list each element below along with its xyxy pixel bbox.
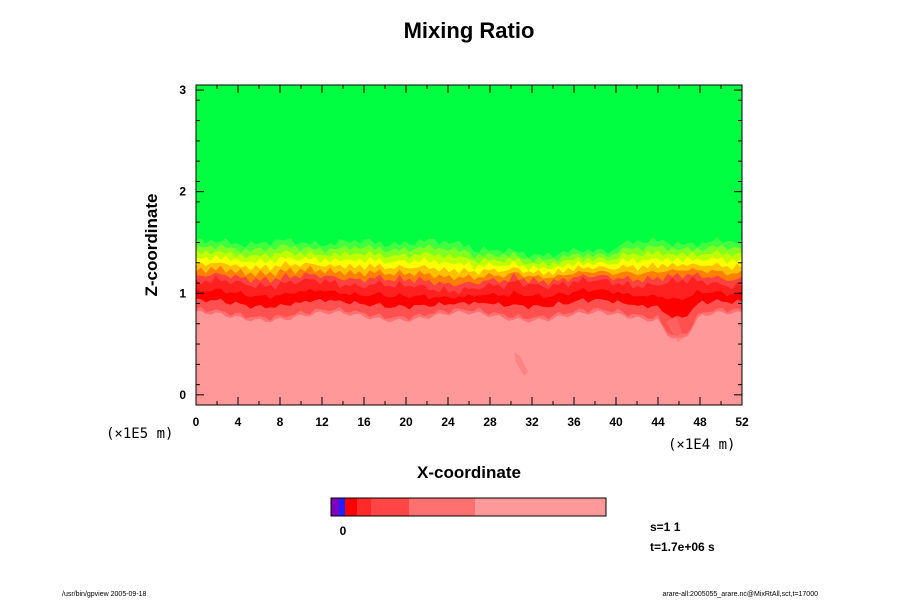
- colorbar-segment-pink: [475, 498, 606, 516]
- x-axis-ticks: [195, 85, 743, 405]
- footer-right: arare-all:2005055_arare.nc@MixRtAll,sct,…: [662, 591, 818, 598]
- x-tick-label: 4: [235, 415, 242, 429]
- y-axis-ticks: [196, 89, 742, 406]
- slice-annotation: s=1 1: [650, 520, 681, 534]
- plot-area: [195, 84, 743, 406]
- colorbar-segment-red-3: [371, 498, 409, 516]
- x-axis-unit: (×1E4 m): [668, 437, 735, 453]
- chart-title: Mixing Ratio: [404, 18, 535, 43]
- colorbar-tick-label: 0: [340, 524, 347, 538]
- x-tick-label: 48: [693, 415, 707, 429]
- lower-streak-left: [514, 352, 528, 376]
- x-tick-label: 40: [609, 415, 623, 429]
- colorbar-segment-red-2: [357, 498, 371, 516]
- x-axis-tick-labels: 0 4 8 12 16 20 24 28 32 36 40 44 48 52: [193, 415, 749, 429]
- x-tick-label: 12: [315, 415, 329, 429]
- colorbar-segment-purple: [331, 498, 339, 516]
- x-tick-label: 36: [567, 415, 581, 429]
- y-tick-label: 0: [179, 388, 186, 402]
- x-tick-label: 32: [525, 415, 539, 429]
- x-tick-label: 52: [735, 415, 749, 429]
- lower-pink-region: [196, 310, 742, 405]
- y-axis-tick-labels: 0 1 2 3: [179, 83, 186, 402]
- x-tick-label: 24: [441, 415, 455, 429]
- colorbar: 0: [330, 497, 607, 538]
- time-annotation: t=1.7e+06 s: [650, 540, 715, 554]
- colorbar-segment-blue: [339, 498, 345, 516]
- y-tick-label: 2: [179, 185, 186, 199]
- x-axis-label: X-coordinate: [417, 463, 521, 482]
- x-tick-label: 8: [277, 415, 284, 429]
- y-tick-label: 3: [179, 83, 186, 97]
- x-tick-label: 16: [357, 415, 371, 429]
- x-tick-label: 28: [483, 415, 497, 429]
- footer-left: /usr/bin/gpview 2005-09-18: [62, 591, 147, 598]
- colorbar-segment-salmon: [409, 498, 475, 516]
- lower-streak-right: [666, 316, 684, 342]
- y-tick-label: 1: [179, 286, 186, 300]
- colorbar-frame: [330, 497, 607, 517]
- y-axis-label: Z-coordinate: [142, 194, 161, 297]
- colorbar-segment-red: [345, 498, 357, 516]
- x-tick-label: 44: [651, 415, 665, 429]
- x-tick-label: 20: [399, 415, 413, 429]
- x-tick-label: 0: [193, 415, 200, 429]
- y-axis-unit: (×1E5 m): [106, 426, 173, 442]
